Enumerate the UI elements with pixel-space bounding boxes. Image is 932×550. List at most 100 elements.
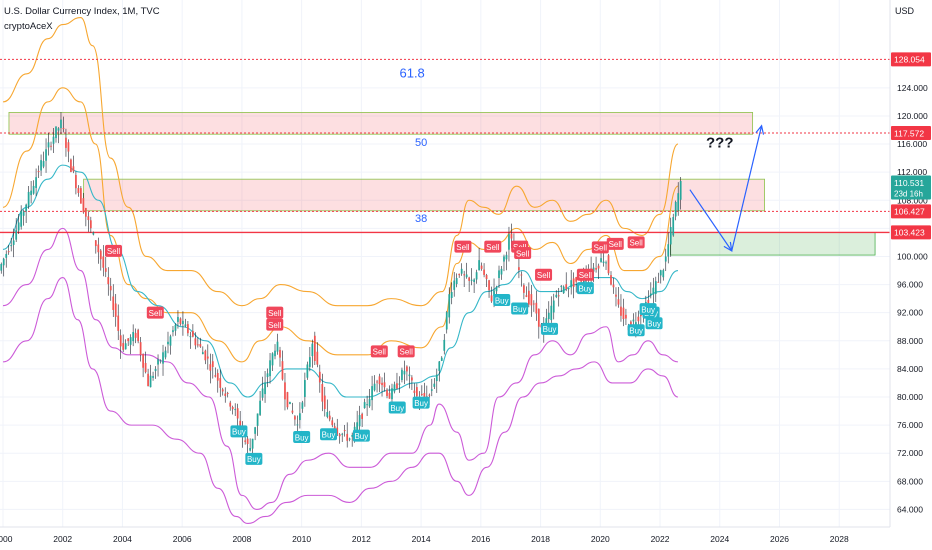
- candle: [42, 161, 45, 167]
- buy-signal: Buy: [245, 452, 263, 465]
- signal-label: Buy: [543, 325, 557, 334]
- candle: [326, 412, 329, 417]
- candle: [391, 388, 393, 400]
- candle: [45, 149, 47, 161]
- candle: [520, 274, 523, 276]
- candle: [266, 373, 269, 378]
- price-level-tag: 103.423: [891, 225, 931, 240]
- candle: [458, 273, 461, 276]
- buy-signal: Buy: [320, 428, 338, 441]
- candle: [530, 294, 533, 306]
- signal-label: Buy: [354, 432, 368, 441]
- candle: [381, 382, 383, 386]
- candle: [269, 360, 271, 377]
- sell-signal: Sell: [104, 244, 122, 257]
- candle: [99, 250, 102, 260]
- candle: [201, 352, 204, 355]
- buy-signal: Buy: [511, 302, 529, 315]
- time-tick-label: 2024: [710, 534, 729, 544]
- sell-signal: Sell: [397, 345, 415, 358]
- candle: [65, 137, 67, 148]
- candle: [448, 294, 451, 318]
- candle: [209, 364, 212, 371]
- candle: [406, 366, 408, 372]
- candle: [286, 392, 289, 408]
- price-tick-label: 124.000: [897, 83, 928, 93]
- candle: [453, 280, 456, 290]
- author-name: cryptoAceX: [4, 21, 53, 32]
- candle: [55, 126, 57, 139]
- candle: [376, 381, 378, 383]
- price-tick-label: 112.000: [897, 167, 927, 177]
- time-tick-label: 2018: [531, 534, 550, 544]
- signal-badge: [541, 322, 559, 335]
- candle: [17, 222, 20, 231]
- price-tick-label: 100.000: [897, 251, 928, 261]
- candle: [299, 413, 301, 421]
- signal-badge: [514, 246, 532, 259]
- candle: [597, 265, 600, 269]
- candle: [231, 406, 234, 410]
- candle: [610, 275, 612, 285]
- candle: [401, 369, 403, 380]
- sell-signal: Sell: [484, 240, 502, 253]
- candle: [264, 382, 266, 395]
- candle: [80, 188, 82, 204]
- candle: [244, 440, 247, 442]
- candle: [276, 341, 279, 352]
- signal-badge: [266, 306, 284, 319]
- signal-label: Sell: [486, 243, 500, 252]
- candle: [316, 351, 319, 365]
- candle: [565, 284, 568, 290]
- sell-signal: Sell: [627, 236, 645, 249]
- candle: [40, 160, 42, 171]
- candle: [67, 142, 70, 152]
- candle: [639, 314, 642, 317]
- time-tick-label: 2012: [352, 534, 371, 544]
- candle: [157, 359, 159, 365]
- symbol-title[interactable]: U.S. Dollar Currency Index, 1M, TVC: [4, 6, 160, 17]
- signal-label: Sell: [268, 309, 282, 318]
- candle: [483, 269, 485, 275]
- candle: [612, 284, 615, 288]
- candle: [358, 415, 361, 427]
- candle: [134, 332, 137, 338]
- signal-label: Buy: [414, 399, 428, 408]
- buy-signal: Buy: [388, 401, 406, 414]
- candle: [0, 263, 3, 271]
- candle: [652, 287, 655, 295]
- candle: [62, 127, 65, 130]
- signal-badge: [576, 282, 594, 295]
- sell-signal: Sell: [266, 306, 284, 319]
- candle: [119, 335, 122, 347]
- supply-zone-upper: [8, 112, 754, 135]
- candle: [129, 337, 132, 345]
- buy-signal: Buy: [412, 396, 430, 409]
- candle: [560, 285, 563, 287]
- candle: [149, 375, 152, 388]
- signal-label: Sell: [373, 348, 387, 357]
- candle: [532, 303, 535, 305]
- candle: [221, 389, 224, 392]
- buy-signal: Buy: [493, 294, 511, 307]
- candle: [274, 350, 276, 357]
- question-annotation: ???: [706, 135, 734, 152]
- candle: [306, 364, 309, 378]
- candle: [271, 353, 274, 366]
- price-tick-label: 64.000: [897, 504, 923, 514]
- time-tick-label: 2010: [292, 534, 311, 544]
- signal-badge: [397, 345, 415, 358]
- candle: [82, 198, 85, 213]
- time-tick-label: 2006: [173, 534, 192, 544]
- band-inner-orange: [2, 87, 679, 363]
- candle: [20, 210, 23, 227]
- time-tick-label: 2002: [53, 534, 72, 544]
- candle: [214, 375, 217, 377]
- signal-label: Buy: [578, 284, 592, 293]
- signal-badge: [388, 401, 406, 414]
- candle: [468, 277, 471, 281]
- currency-unit: USD: [894, 6, 914, 16]
- candle: [122, 343, 125, 350]
